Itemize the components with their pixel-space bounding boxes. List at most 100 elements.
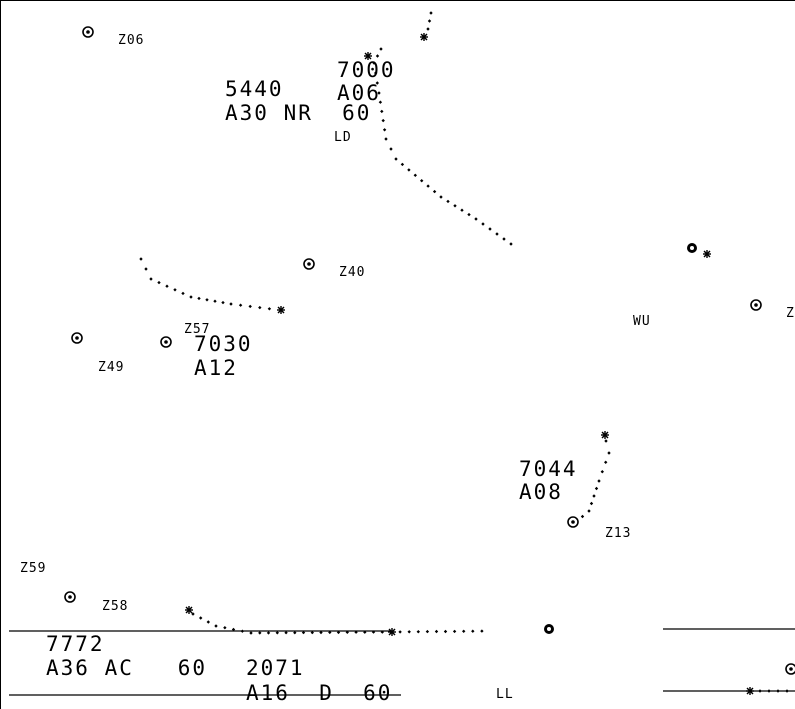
history-dot-icon [592, 494, 596, 498]
history-dot-icon [502, 237, 506, 241]
history-dot-icon [467, 212, 471, 217]
label-ll: LL [496, 687, 514, 702]
aircraft-asterisk-icon [185, 606, 193, 614]
history-dot-icon [509, 242, 513, 246]
history-dot-icon [380, 109, 384, 114]
history-dot-icon [398, 630, 402, 634]
history-dot-icon [378, 100, 383, 104]
fix-circle-icon [160, 336, 172, 348]
history-dot-icon [144, 267, 148, 271]
history-dot-icon [587, 509, 591, 513]
datablock-altitude: A16 D 60 [246, 681, 393, 705]
history-dot-icon [462, 629, 466, 633]
fix-label-z-edge: Z [786, 306, 795, 321]
history-dot-icon [189, 295, 193, 299]
history-dot-icon [480, 629, 484, 633]
history-dot-icon [580, 514, 585, 519]
history-dot-icon [488, 227, 492, 231]
history-dot-icon [345, 630, 349, 634]
history-dot-icon [495, 232, 499, 236]
history-dot-icon [139, 257, 143, 261]
history-dot-icon [394, 157, 398, 161]
history-dot-icon [381, 118, 385, 123]
history-dot-icon [221, 300, 225, 305]
history-dot-icon [474, 217, 478, 221]
aircraft-asterisk-icon [277, 306, 285, 314]
history-dot-icon [426, 184, 430, 188]
history-dot-icon [776, 689, 780, 693]
history-dot-icon [372, 61, 376, 65]
datablock-beacon: 5440 [225, 77, 284, 101]
history-dot-icon [594, 486, 599, 491]
fix-circle-icon [64, 591, 76, 603]
datablock-beacon: 7000 [337, 58, 396, 82]
history-dot-icon [258, 631, 262, 635]
history-dot-icon [382, 128, 387, 132]
datablock-beacon: 7030 [194, 332, 253, 356]
history-dot-icon [600, 470, 604, 474]
history-dot-icon [293, 631, 297, 635]
history-dot-icon [240, 629, 245, 633]
fix-label-z40: Z40 [339, 265, 366, 280]
history-dot-icon [206, 620, 210, 624]
airport-dot-icon [547, 627, 551, 631]
history-dot-icon [173, 288, 177, 292]
history-dot-icon [191, 612, 195, 616]
history-dot-icon [429, 11, 433, 15]
aircraft-targets [185, 33, 754, 695]
fix-circle-icon [785, 663, 795, 675]
history-dot-icon [452, 629, 457, 634]
history-dot-icon [420, 179, 424, 183]
aircraft-asterisk-icon [703, 250, 711, 258]
fix-label-z49: Z49 [98, 360, 125, 375]
history-dot-icon [374, 71, 378, 75]
fix-circle-icon [750, 299, 762, 311]
history-dot-icon [238, 303, 243, 307]
history-dot-icon [416, 630, 420, 634]
fix-circle-icon [82, 26, 94, 38]
boundary-lines [9, 628, 795, 696]
datablock-altitude: A08 [519, 480, 563, 504]
datablock-altitude: A06 [337, 81, 381, 105]
history-dot-icon [400, 162, 405, 167]
history-dot-icon [249, 631, 253, 635]
history-dot-icon [427, 19, 432, 23]
history-dot-icon [375, 81, 379, 85]
history-dot-icon [384, 137, 388, 141]
fix-symbols [64, 26, 795, 675]
history-dot-icon [413, 173, 417, 177]
airport-dot-icon [690, 246, 694, 250]
datablock-altitude: A36 AC 60 [46, 656, 208, 680]
datablock-altitude: A30 NR 60 [225, 101, 372, 125]
history-dot-icon [471, 629, 475, 633]
label-ld: LD [334, 130, 352, 145]
history-dot-icon [258, 305, 262, 310]
aircraft-asterisk-icon [420, 33, 428, 41]
history-dot-icon [607, 451, 611, 455]
history-dot-icon [214, 624, 218, 628]
datablock-altitude: A12 [194, 356, 238, 380]
history-dot-icon [363, 630, 367, 634]
history-dot-icon [446, 199, 450, 204]
fix-label-z58: Z58 [102, 599, 129, 614]
fix-circle-icon [71, 332, 83, 344]
history-dot-icon [460, 208, 464, 212]
history-dot-icon [213, 299, 217, 303]
history-dot-icon [229, 302, 233, 306]
history-dot-icon [604, 439, 608, 443]
aircraft-asterisk-icon [388, 628, 396, 636]
datablock-beacon: 7044 [519, 457, 578, 481]
fix-label-z59: Z59 [20, 561, 47, 576]
history-dot-icon [604, 460, 608, 464]
history-dot-icon [165, 284, 169, 288]
aircraft-asterisk-icon [746, 687, 754, 695]
history-trails [139, 11, 789, 693]
history-dot-icon [181, 291, 185, 296]
history-dot-icon [223, 626, 227, 630]
history-dot-icon [767, 689, 771, 693]
history-dot-icon [597, 479, 601, 483]
history-dot-icon [785, 689, 789, 693]
history-dot-icon [379, 47, 383, 51]
